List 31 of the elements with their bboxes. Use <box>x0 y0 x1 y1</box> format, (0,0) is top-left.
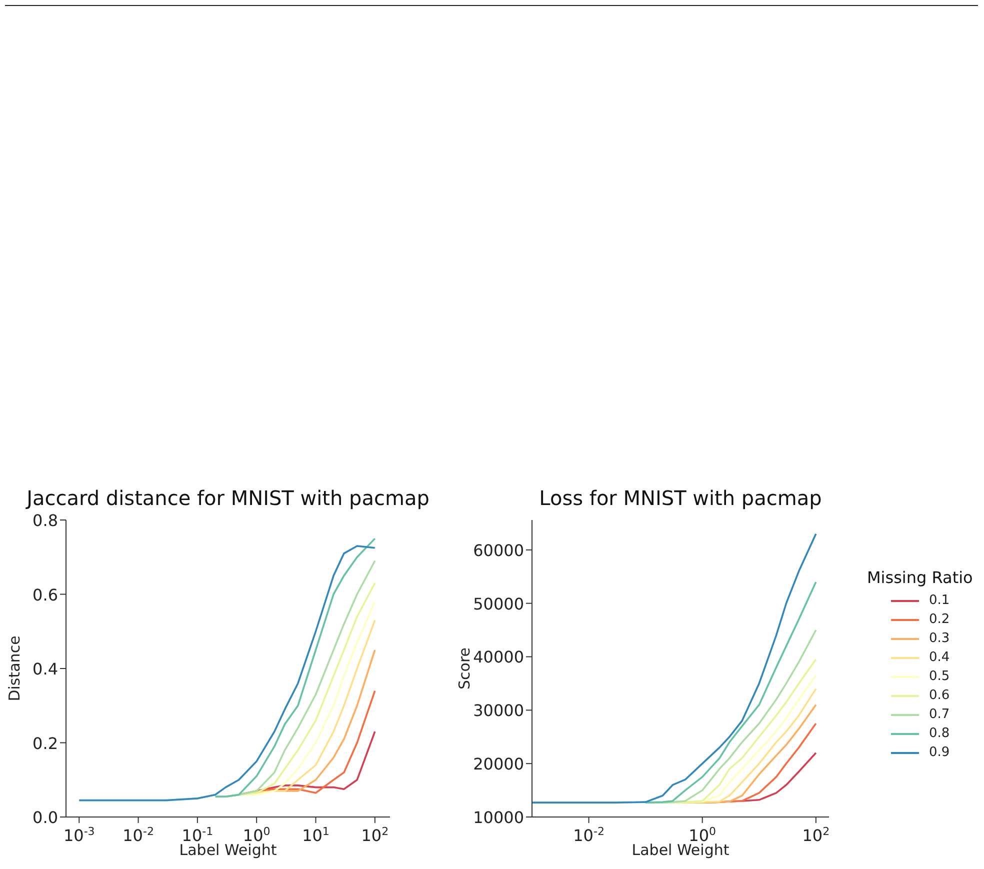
y-axis-title: Distance <box>5 636 24 702</box>
legend-title: Missing Ratio <box>867 568 973 587</box>
legend-label: 0.1 <box>929 593 950 608</box>
y-tick-label: 0.8 <box>32 511 58 530</box>
y-axis-title: Score <box>455 647 474 690</box>
legend-label: 0.6 <box>929 688 950 703</box>
y-tick-label: 40000 <box>473 648 524 667</box>
legend-label: 0.7 <box>929 707 950 722</box>
x-tick-label: 10$^{2}$ <box>802 824 830 845</box>
y-tick-label: 50000 <box>473 594 524 614</box>
legend-label: 0.9 <box>929 745 950 760</box>
legend-label: 0.5 <box>929 669 950 684</box>
x-tick-label: 10$^{-2}$ <box>122 824 154 845</box>
x-tick-label: 10$^{2}$ <box>361 824 389 845</box>
y-tick-label: 0.4 <box>32 660 58 678</box>
y-tick-label: 20000 <box>473 754 524 774</box>
y-tick-label: 0.0 <box>32 808 58 827</box>
legend-label: 0.4 <box>929 650 950 665</box>
legend-label: 0.2 <box>929 612 950 627</box>
chart-title: Jaccard distance for MNIST with pacmap <box>24 486 430 510</box>
y-tick-label: 10000 <box>473 808 524 827</box>
x-tick-label: 10$^{-3}$ <box>63 824 95 845</box>
legend-label: 0.8 <box>929 726 950 741</box>
y-tick-label: 30000 <box>473 701 524 720</box>
y-tick-label: 60000 <box>473 540 524 560</box>
y-tick-label: 0.2 <box>32 734 58 753</box>
chart-title: Loss for MNIST with pacmap <box>538 486 823 510</box>
legend-label: 0.3 <box>929 631 950 646</box>
x-tick-label: 10$^{-2}$ <box>573 824 604 845</box>
x-tick-label: 10$^{1}$ <box>302 824 330 845</box>
y-tick-label: 0.6 <box>32 585 58 604</box>
